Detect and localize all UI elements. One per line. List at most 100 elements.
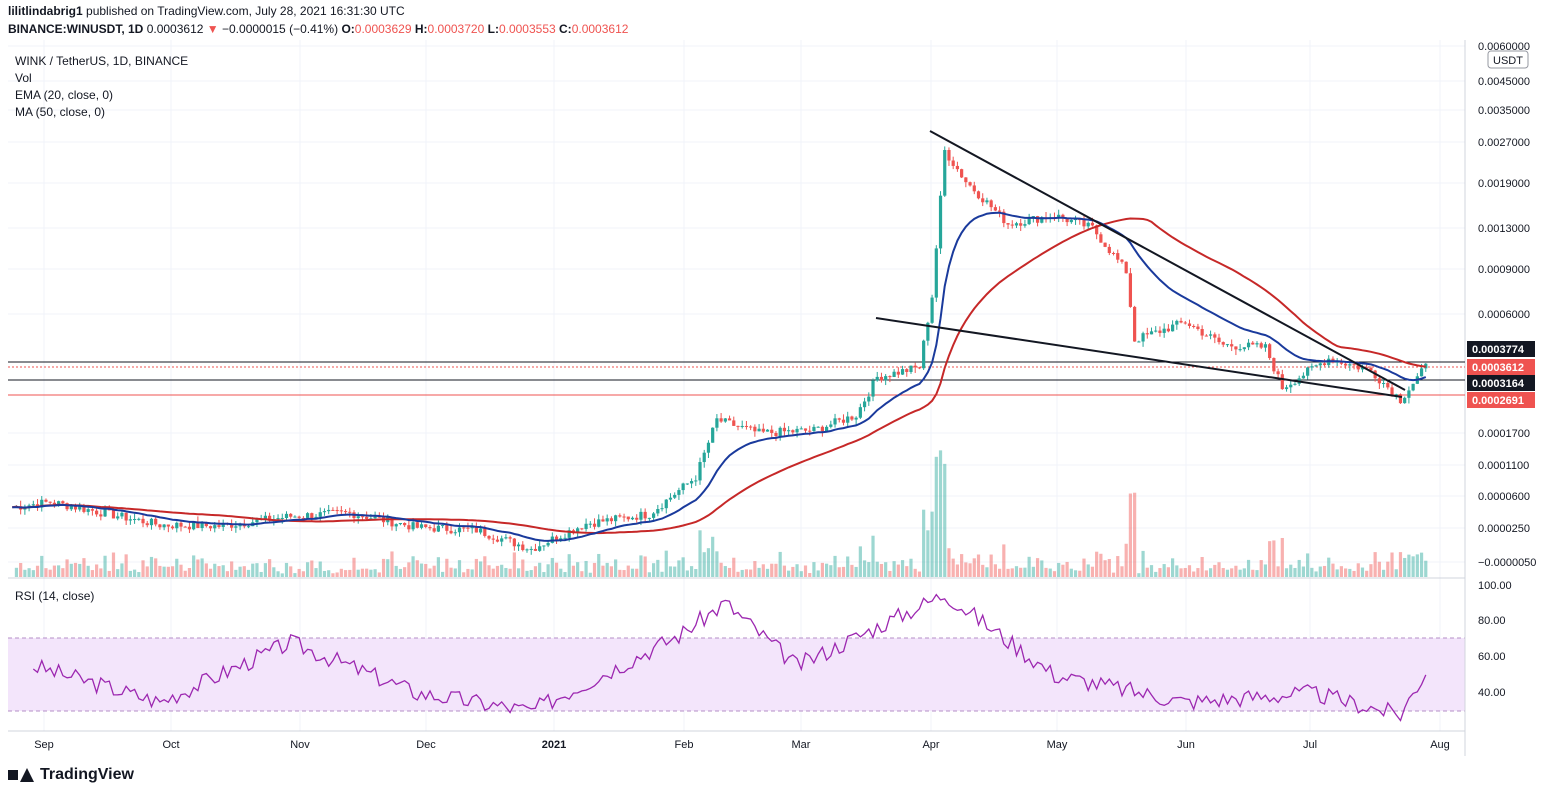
volume-bar xyxy=(44,568,48,577)
candle-body xyxy=(630,517,635,520)
time-tick-label: Oct xyxy=(162,739,179,751)
candle-body xyxy=(601,519,605,522)
volume-bar xyxy=(1019,567,1023,577)
candle-body xyxy=(82,506,86,512)
candle-body xyxy=(1128,273,1133,307)
volume-bar xyxy=(871,535,875,577)
volume-bar xyxy=(774,563,778,577)
volume-bar xyxy=(1196,568,1200,577)
candle-body xyxy=(407,525,411,530)
volume-bar xyxy=(31,570,35,577)
volume-bar xyxy=(411,556,415,577)
low-label: L: xyxy=(487,22,499,36)
candle-body xyxy=(1069,219,1073,223)
time-tick-label: Jun xyxy=(1177,739,1195,751)
volume-bar xyxy=(1272,540,1276,577)
publish-info: lilitlindabrig1 published on TradingView… xyxy=(8,4,405,18)
volume-bar xyxy=(976,554,981,577)
volume-bar xyxy=(1111,572,1116,577)
candle-body xyxy=(1360,367,1365,370)
candle-body xyxy=(888,376,892,378)
candle-body xyxy=(48,501,52,503)
candle-body xyxy=(774,432,778,437)
volume-bar xyxy=(162,566,166,577)
volume-bar xyxy=(964,562,968,577)
price-label-box xyxy=(1467,375,1535,391)
volume-bar xyxy=(1335,569,1339,577)
close-value: 0.0003612 xyxy=(571,22,629,36)
volume-bar xyxy=(930,511,934,577)
candle-body xyxy=(170,526,175,529)
candle-body xyxy=(398,522,403,525)
volume-bar xyxy=(356,569,360,577)
volume-bar xyxy=(635,568,639,577)
volume-bar xyxy=(512,552,516,577)
volume-bar xyxy=(1128,493,1133,577)
volume-bar xyxy=(158,565,162,577)
candle-body xyxy=(960,169,964,178)
candle-body xyxy=(647,517,651,519)
volume-bar xyxy=(192,555,196,577)
volume-bar xyxy=(824,563,829,577)
candle-body xyxy=(462,527,466,529)
volume-bar xyxy=(833,555,837,577)
volume-bar xyxy=(381,558,386,577)
rsi-legend: RSI (14, close) xyxy=(15,589,95,603)
candle-body xyxy=(1158,330,1162,333)
trendline-upper xyxy=(929,130,1406,391)
candle-body xyxy=(1111,253,1116,255)
symbol-name: BINANCE:WINUSDT, 1D xyxy=(8,22,144,36)
volume-bar xyxy=(576,562,580,577)
volume-bar xyxy=(597,553,601,577)
candle-body xyxy=(175,522,179,529)
candle-body xyxy=(141,518,145,524)
volume-bar xyxy=(1344,568,1348,577)
candle-body xyxy=(428,527,432,529)
price-tick-label: 0.0045000 xyxy=(1478,76,1530,88)
candle-body xyxy=(744,425,749,427)
candle-body xyxy=(1390,387,1394,396)
volume-bar xyxy=(61,568,65,577)
candle-body xyxy=(103,509,107,517)
time-tick-label: May xyxy=(1047,739,1068,751)
candle-body xyxy=(305,513,310,518)
candle-body xyxy=(702,452,706,463)
volume-bar xyxy=(647,572,651,577)
volume-bar xyxy=(757,567,761,577)
candle-body xyxy=(1356,365,1360,370)
price-tick-label: 0.0001700 xyxy=(1478,428,1530,440)
candle-body xyxy=(1166,328,1170,332)
price-labels: 0.0003774 0.0003612 0.0003164 0.0002691 xyxy=(1467,341,1535,408)
candle-body xyxy=(993,207,997,211)
candle-body xyxy=(719,418,723,422)
volume-bar xyxy=(1044,567,1048,577)
candle-body xyxy=(1095,225,1099,235)
volume-bar xyxy=(230,561,234,577)
candle-body xyxy=(1099,234,1103,243)
volume-bar xyxy=(297,568,301,577)
volume-bar xyxy=(470,569,474,577)
volume-bar xyxy=(289,566,293,577)
volume-bar xyxy=(1213,564,1217,577)
candle-body xyxy=(622,516,626,518)
candle-body xyxy=(1120,259,1124,262)
candle-body xyxy=(614,515,618,522)
volume-bar xyxy=(854,566,858,577)
candle-body xyxy=(111,509,116,519)
candle-body xyxy=(1268,344,1272,359)
candle-body xyxy=(770,429,774,433)
candle-body xyxy=(546,542,550,546)
candle-body xyxy=(436,525,440,532)
candle-body xyxy=(1040,217,1044,223)
volume-bar xyxy=(1073,570,1078,577)
volume-bar xyxy=(875,561,879,577)
candle-body xyxy=(934,248,938,298)
volume-bar xyxy=(618,569,622,577)
candle-body xyxy=(689,481,694,484)
time-tick-label: Feb xyxy=(675,739,694,751)
volume-bar xyxy=(1187,565,1192,577)
candle-body xyxy=(1225,344,1230,346)
volume-bar xyxy=(900,560,905,577)
volume-bar xyxy=(816,570,820,577)
